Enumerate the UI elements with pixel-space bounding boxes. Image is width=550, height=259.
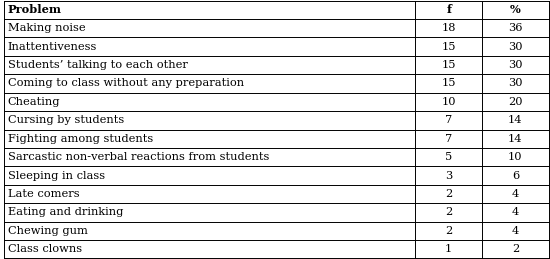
Text: Sarcastic non-verbal reactions from students: Sarcastic non-verbal reactions from stud… — [8, 152, 269, 162]
Text: Class clowns: Class clowns — [8, 244, 82, 254]
Text: 36: 36 — [508, 23, 522, 33]
Text: 15: 15 — [442, 78, 456, 88]
Text: 30: 30 — [508, 60, 522, 70]
Text: Eating and drinking: Eating and drinking — [8, 207, 123, 217]
Text: 4: 4 — [512, 226, 519, 236]
Text: Problem: Problem — [8, 4, 62, 15]
Text: 14: 14 — [508, 134, 522, 144]
Text: Sleeping in class: Sleeping in class — [8, 171, 105, 181]
Text: 10: 10 — [508, 152, 522, 162]
Text: 2: 2 — [445, 189, 452, 199]
Text: 15: 15 — [442, 60, 456, 70]
Text: 7: 7 — [445, 115, 452, 125]
Text: 1: 1 — [445, 244, 452, 254]
Text: f: f — [446, 4, 451, 15]
Text: 6: 6 — [512, 171, 519, 181]
Text: 15: 15 — [442, 42, 456, 52]
Text: 4: 4 — [512, 189, 519, 199]
Text: 5: 5 — [445, 152, 452, 162]
Text: Chewing gum: Chewing gum — [8, 226, 87, 236]
Text: Fighting among students: Fighting among students — [8, 134, 153, 144]
Text: 2: 2 — [512, 244, 519, 254]
Text: Cursing by students: Cursing by students — [8, 115, 124, 125]
Text: 18: 18 — [442, 23, 456, 33]
Text: 14: 14 — [508, 115, 522, 125]
Text: 20: 20 — [508, 97, 522, 107]
Text: 7: 7 — [445, 134, 452, 144]
Text: 2: 2 — [445, 226, 452, 236]
Text: Making noise: Making noise — [8, 23, 85, 33]
Text: 2: 2 — [445, 207, 452, 217]
Text: 10: 10 — [442, 97, 456, 107]
Text: 4: 4 — [512, 207, 519, 217]
Text: 30: 30 — [508, 78, 522, 88]
Text: %: % — [510, 4, 521, 15]
Text: 30: 30 — [508, 42, 522, 52]
Text: Coming to class without any preparation: Coming to class without any preparation — [8, 78, 244, 88]
Text: Cheating: Cheating — [8, 97, 60, 107]
Text: 3: 3 — [445, 171, 452, 181]
Text: Inattentiveness: Inattentiveness — [8, 42, 97, 52]
Text: Late comers: Late comers — [8, 189, 79, 199]
Text: Students’ talking to each other: Students’ talking to each other — [8, 60, 188, 70]
